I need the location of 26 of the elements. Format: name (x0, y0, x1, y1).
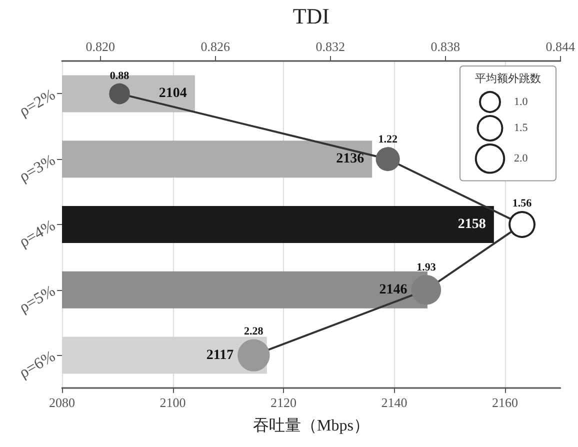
x2-axis-title: TDI (292, 4, 330, 28)
legend-label: 1.5 (514, 122, 528, 134)
data-label: 2117 (206, 348, 234, 363)
x-tick-label: 2100 (160, 395, 186, 410)
data-label: 2146 (379, 282, 408, 298)
data-label: 2.28 (244, 326, 264, 338)
data-label: 1.22 (378, 134, 398, 146)
x-tick-label: 2120 (270, 395, 296, 410)
data-label: 2136 (336, 152, 364, 167)
x2-tick-label: 0.820 (86, 39, 115, 54)
data-label: 2104 (158, 86, 187, 102)
x2-tick-label: 0.838 (430, 39, 460, 54)
legend-label: 1.0 (514, 96, 528, 108)
data-label: 1.56 (512, 198, 532, 210)
x2-tick-label: 0.826 (200, 39, 230, 54)
x-tick-label: 2140 (381, 395, 408, 410)
x-axis-title: 吞吐量（Mbps） (252, 416, 370, 434)
data-label: 2158 (458, 217, 486, 232)
data-label: 1.93 (416, 262, 436, 274)
x-tick-label: 2080 (49, 395, 75, 410)
data-label: 0.88 (110, 70, 130, 82)
x-tick-label: 2160 (492, 395, 518, 410)
legend-label: 2.0 (514, 152, 528, 165)
legend-title: 平均额外跳数 (475, 72, 541, 85)
x2-tick-label: 0.844 (546, 39, 576, 54)
x2-tick-label: 0.832 (316, 39, 345, 54)
